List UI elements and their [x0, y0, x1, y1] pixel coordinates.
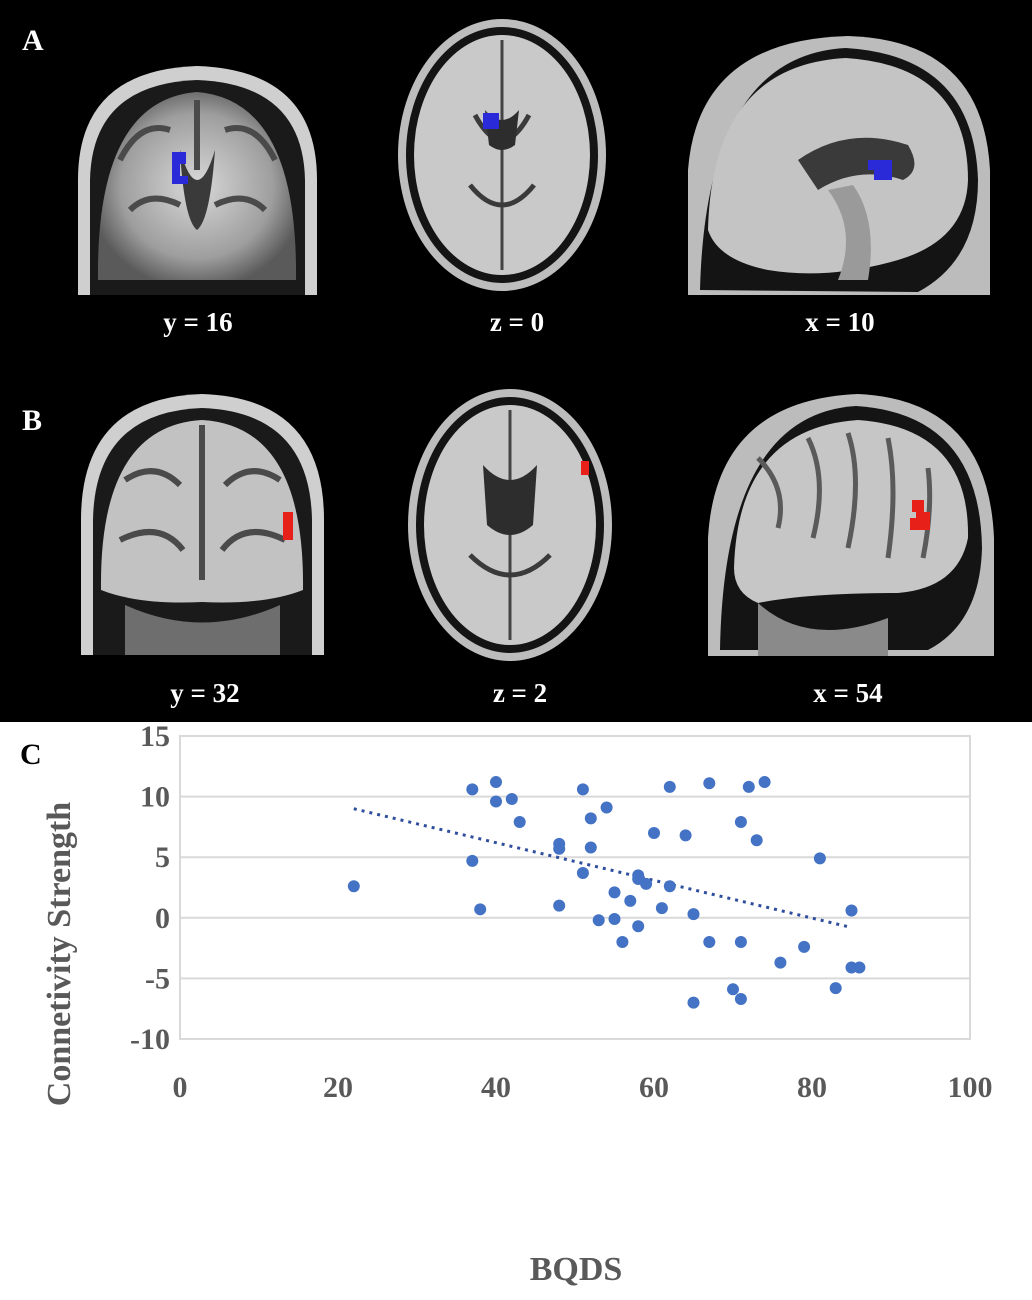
data-points [347, 776, 866, 1009]
data-point [608, 886, 621, 899]
data-point [663, 880, 676, 893]
data-point [466, 783, 479, 796]
x-tick-label: 100 [948, 1071, 993, 1104]
gridlines [180, 795, 970, 980]
x-tick-label: 20 [323, 1071, 353, 1104]
data-point [624, 894, 637, 907]
data-point [734, 993, 747, 1006]
data-point [513, 816, 526, 829]
data-point [616, 936, 629, 949]
y-tick-label: 5 [155, 841, 170, 874]
y-axis-title: Connetivity Strength [41, 802, 78, 1107]
data-point [347, 880, 360, 893]
sagittal-slice-a-image [688, 36, 990, 295]
data-point [655, 902, 668, 915]
data-point [813, 852, 826, 865]
data-point [576, 783, 589, 796]
y-axis-ticks: 15 10 5 0 -5 -10 [130, 722, 170, 1056]
data-point [679, 829, 692, 842]
y-tick-label: 0 [155, 902, 170, 935]
slice-label-b-coronal: y = 32 [170, 678, 240, 708]
coronal-slice-a-image [78, 66, 317, 295]
slice-label-b-sagittal: x = 54 [813, 678, 883, 708]
data-point [687, 908, 700, 921]
data-point [505, 793, 518, 806]
data-point [727, 983, 739, 996]
data-point [584, 841, 597, 854]
panel-b-letter: B [22, 404, 43, 437]
data-point [845, 904, 858, 917]
data-point [466, 854, 479, 867]
data-point [600, 801, 613, 814]
y-tick-label: 15 [140, 722, 170, 753]
axial-slice-b-image [408, 389, 612, 661]
x-tick-label: 60 [639, 1071, 669, 1104]
x-tick-label: 80 [797, 1071, 827, 1104]
axial-slice-a-image [398, 19, 606, 291]
data-point [490, 776, 502, 789]
cluster-b-axial [581, 461, 589, 475]
data-point [490, 795, 502, 808]
data-point [798, 940, 811, 953]
cluster-a-axial [483, 113, 499, 129]
plot-area-border [179, 735, 971, 1040]
data-point [829, 982, 842, 995]
data-point [742, 780, 755, 793]
data-point [584, 812, 597, 825]
slice-label-a-sagittal: x = 10 [805, 307, 875, 337]
data-point [648, 826, 660, 839]
data-point [474, 903, 487, 916]
cluster-a-coronal [172, 152, 188, 184]
panel-c-letter: C [20, 738, 42, 771]
scatter-chart-panel: C 15 10 5 0 -5 -10 0 20 40 60 80 100 BQDS Connetiv… [0, 722, 1032, 1300]
x-tick-label: 40 [481, 1071, 511, 1104]
y-tick-label: -5 [145, 962, 170, 995]
x-axis-title: BQDS [530, 1251, 623, 1288]
data-point [553, 899, 566, 912]
data-point [734, 816, 747, 829]
data-point [758, 776, 771, 789]
data-point [663, 780, 676, 793]
trendline [353, 807, 852, 929]
data-point [853, 961, 866, 974]
slice-label-b-axial: z = 2 [492, 678, 548, 708]
data-point [640, 877, 653, 890]
slice-label-a-axial: z = 0 [489, 307, 545, 337]
x-axis-ticks: 0 20 40 60 80 100 [173, 1071, 993, 1104]
x-tick-label: 0 [173, 1071, 188, 1104]
cluster-a-sagittal [868, 160, 892, 180]
data-point [608, 913, 621, 926]
data-point [576, 866, 589, 879]
data-point [734, 936, 747, 949]
data-point [687, 996, 700, 1009]
brain-figure-panel: A B y = 16 z = 0 x = 10 [0, 0, 1032, 722]
scatter-chart: C 15 10 5 0 -5 -10 0 20 40 60 80 100 BQDS Connetiv… [20, 722, 993, 1288]
cluster-b-sagittal [910, 500, 930, 530]
data-point [553, 842, 566, 855]
data-point [703, 777, 716, 790]
coronal-slice-b-image [81, 394, 324, 655]
sagittal-slice-b-image [708, 394, 994, 656]
slice-label-a-coronal: y = 16 [163, 307, 233, 337]
data-point [632, 920, 645, 933]
data-point [774, 956, 787, 969]
cluster-b-coronal [283, 512, 293, 540]
y-tick-label: -10 [130, 1023, 170, 1056]
data-point [592, 914, 605, 927]
panel-a-letter: A [22, 24, 44, 57]
data-point [750, 834, 763, 847]
data-point [703, 936, 716, 949]
y-tick-label: 10 [140, 781, 170, 814]
